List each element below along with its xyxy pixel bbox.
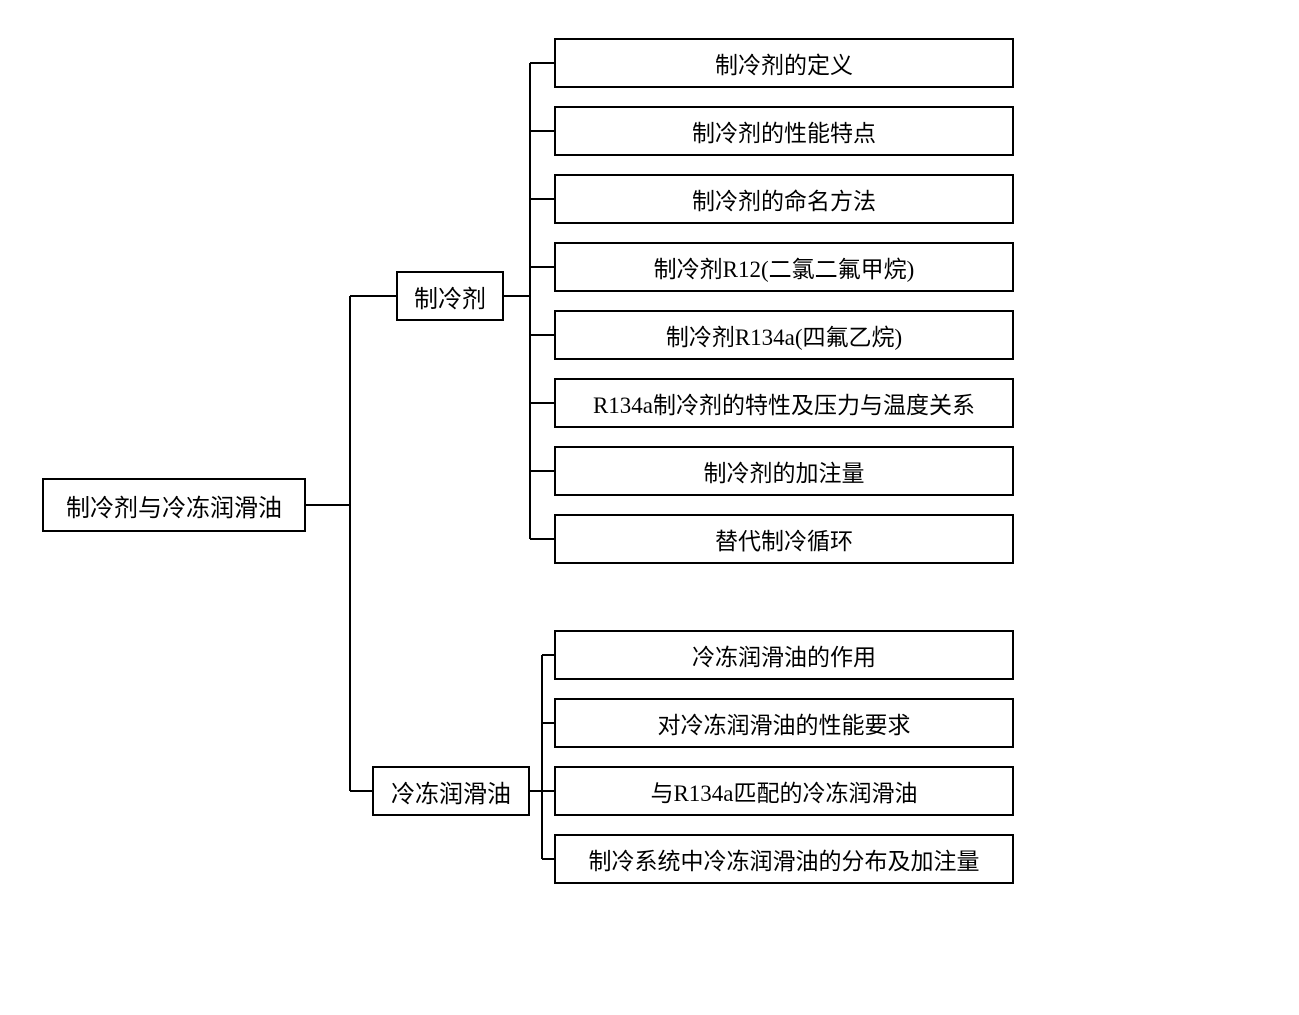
leaf-refrigerant-6: 制冷剂的加注量 [554,446,1014,496]
leaf-refrigerant-2: 制冷剂的命名方法 [554,174,1014,224]
leaf-refrigerant-3: 制冷剂R12(二氯二氟甲烷) [554,242,1014,292]
leaf-refrigerant-1: 制冷剂的性能特点 [554,106,1014,156]
leaf-refrigerant-5: R134a制冷剂的特性及压力与温度关系 [554,378,1014,428]
leaf-lubricant-0: 冷冻润滑油的作用 [554,630,1014,680]
leaf-lubricant-2: 与R134a匹配的冷冻润滑油 [554,766,1014,816]
leaf-lubricant-3: 制冷系统中冷冻润滑油的分布及加注量 [554,834,1014,884]
level2-node-refrigerant: 制冷剂 [396,271,504,321]
leaf-lubricant-1: 对冷冻润滑油的性能要求 [554,698,1014,748]
level2-node-lubricant: 冷冻润滑油 [372,766,530,816]
root-node: 制冷剂与冷冻润滑油 [42,478,306,532]
leaf-refrigerant-4: 制冷剂R134a(四氟乙烷) [554,310,1014,360]
leaf-refrigerant-0: 制冷剂的定义 [554,38,1014,88]
leaf-refrigerant-7: 替代制冷循环 [554,514,1014,564]
